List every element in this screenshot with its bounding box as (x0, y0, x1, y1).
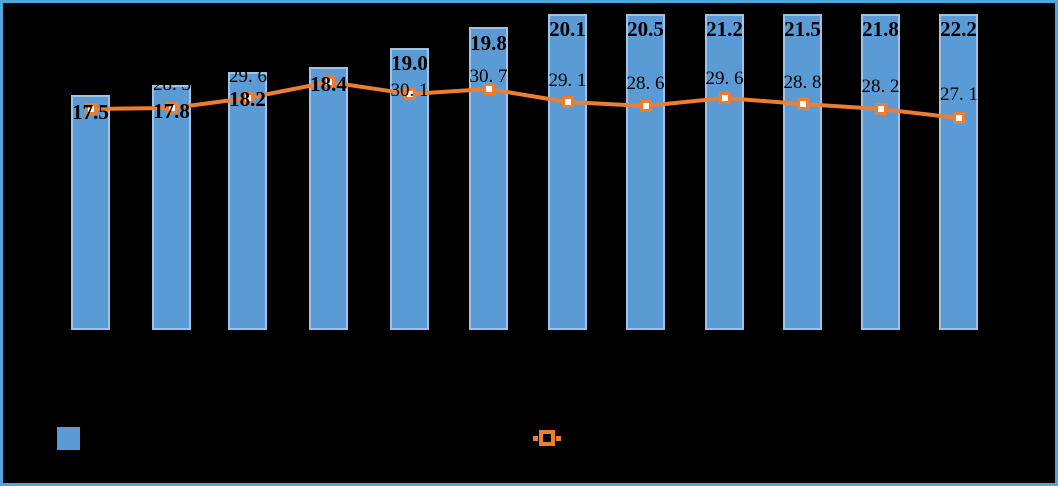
line-marker-icon (242, 92, 254, 104)
bar (71, 95, 110, 330)
line-marker-icon (718, 92, 731, 104)
bar (626, 14, 665, 330)
bar-value-label: 17.5 (72, 100, 109, 124)
bar-value-label: 21.8 (862, 17, 899, 41)
bar-value-label: 19.8 (470, 31, 507, 55)
legend-line-marker-icon (539, 430, 555, 446)
bar-value-label: 21.5 (784, 17, 821, 41)
bar-value-label: 21.2 (706, 17, 743, 41)
line-marker-icon (874, 103, 887, 115)
line-value-label: 28. 6 (626, 73, 665, 94)
bar (705, 14, 744, 330)
bar-value-label: 19.0 (391, 51, 428, 75)
line-marker-icon (561, 96, 574, 108)
line-value-label: 30. 7 (469, 66, 508, 87)
bar (309, 67, 348, 330)
bar (861, 14, 900, 330)
line-value-label: 29. 6 (229, 66, 267, 87)
line-value-label: 28. 2 (861, 76, 900, 97)
line-value-label: 28. 3 (153, 74, 191, 95)
line-marker-icon (85, 103, 97, 115)
legend-line-stub-left (533, 436, 538, 441)
line-marker-icon (639, 100, 652, 112)
bar-value-label: 18.2 (229, 87, 266, 111)
bar-value-label: 20.5 (627, 17, 664, 41)
bar-value-label: 20.1 (549, 17, 586, 41)
line-marker-icon (166, 102, 178, 114)
bar-value-label: 17.8 (153, 99, 190, 123)
line-path (90, 79, 960, 120)
legend-line-stub-right (556, 436, 561, 441)
line-value-label: 27. 1 (940, 84, 978, 105)
legend-bar-swatch-icon (57, 427, 80, 450)
line-marker-icon (796, 98, 809, 110)
line-value-label: 28. 8 (783, 72, 822, 93)
line-value-label: 30. 1 (390, 80, 429, 101)
line-value-label: 29. 6 (705, 68, 744, 89)
bar (939, 14, 978, 330)
line-marker-icon (953, 112, 965, 124)
bar (783, 14, 822, 330)
bar (228, 72, 267, 330)
line-marker-icon (482, 83, 495, 95)
bar (469, 27, 508, 330)
bar (548, 14, 587, 330)
bar (152, 85, 191, 330)
bar-value-label: 18.4 (310, 72, 347, 96)
legend-line-swatch-icon (533, 430, 561, 446)
line-value-label: 29. 1 (548, 70, 587, 91)
line-marker-icon (323, 76, 335, 88)
line-marker-icon (403, 88, 416, 100)
bar-value-label: 22.2 (940, 17, 977, 41)
